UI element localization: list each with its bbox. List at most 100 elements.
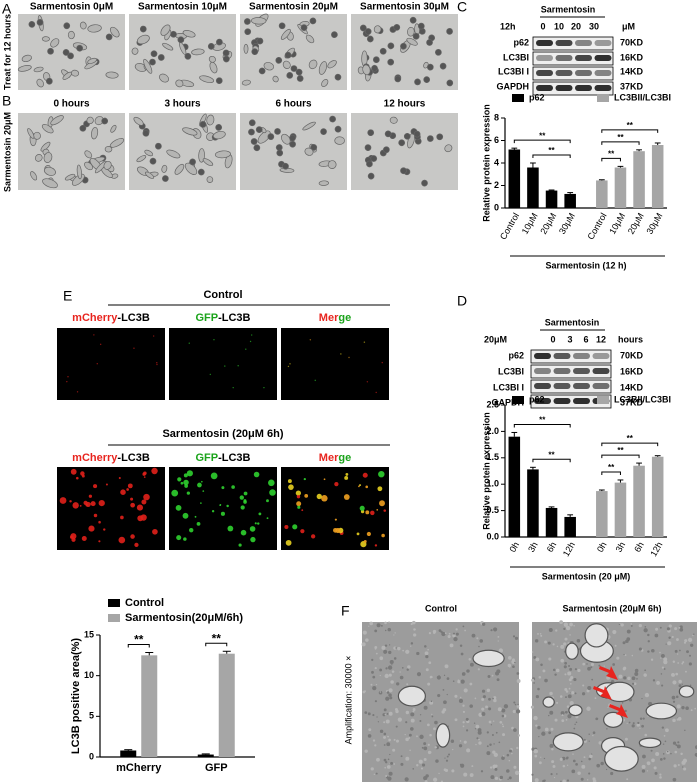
channel-label-part: -LC3B <box>117 452 149 464</box>
texture <box>383 732 387 736</box>
cell <box>70 69 80 77</box>
puncta <box>186 491 190 495</box>
texture <box>674 649 678 653</box>
cell <box>367 172 375 180</box>
texture <box>568 687 571 690</box>
texture <box>566 764 569 766</box>
cell <box>33 131 41 140</box>
cell <box>47 47 54 55</box>
texture <box>428 661 432 665</box>
texture <box>693 633 695 635</box>
texture <box>466 669 470 673</box>
texture <box>383 721 386 724</box>
texture <box>380 624 383 627</box>
texture <box>425 668 429 672</box>
texture <box>659 776 662 779</box>
treatment: Sarmentosin <box>545 317 600 327</box>
blot-band <box>575 55 592 61</box>
lane-label: 20 <box>571 21 581 31</box>
texture <box>638 647 642 651</box>
lane-label: 0 <box>540 21 545 31</box>
texture <box>548 657 552 661</box>
texture <box>407 665 411 669</box>
texture <box>394 632 396 634</box>
cell <box>36 19 44 26</box>
blot-band <box>534 353 551 359</box>
texture <box>659 773 662 776</box>
texture <box>623 676 627 680</box>
texture <box>678 626 681 629</box>
vacuole <box>678 685 695 698</box>
texture <box>512 709 516 714</box>
size-label: 14KD <box>620 66 644 76</box>
cell <box>364 144 372 151</box>
blot-band <box>534 398 551 404</box>
texture <box>425 655 429 659</box>
cell <box>387 58 395 66</box>
puncta <box>189 527 194 533</box>
texture <box>388 644 391 646</box>
cell <box>366 35 374 43</box>
texture <box>684 729 686 732</box>
blot-band <box>575 70 592 76</box>
texture <box>676 638 679 641</box>
texture <box>672 777 677 782</box>
error-bar <box>548 506 555 508</box>
texture <box>582 684 585 687</box>
cell <box>334 136 345 145</box>
texture <box>462 710 466 713</box>
texture <box>573 727 576 730</box>
puncta <box>93 513 98 518</box>
texture <box>533 656 537 659</box>
puncta <box>284 525 289 530</box>
texture <box>395 725 398 728</box>
cell <box>105 71 119 79</box>
texture <box>595 717 599 721</box>
texture <box>660 653 665 658</box>
texture <box>538 761 542 765</box>
texture <box>630 624 633 627</box>
protein-label: GAPDH <box>496 81 529 91</box>
texture <box>395 739 399 743</box>
legend-label: p62 <box>529 394 545 404</box>
texture <box>627 676 631 681</box>
texture <box>463 740 467 744</box>
puncta <box>130 534 135 539</box>
cell <box>42 178 58 189</box>
texture <box>547 641 551 645</box>
texture <box>376 716 378 718</box>
blot-band <box>555 85 573 91</box>
puncta <box>297 505 301 509</box>
texture <box>421 763 426 767</box>
texture <box>514 636 519 640</box>
puncta <box>152 335 155 337</box>
texture <box>631 654 634 657</box>
bar <box>633 465 645 537</box>
texture <box>490 629 493 632</box>
texture <box>632 682 635 685</box>
texture <box>624 654 627 656</box>
texture <box>586 689 590 693</box>
x-tick-label: 10μM <box>607 211 627 236</box>
puncta <box>88 525 95 532</box>
cell <box>109 26 120 38</box>
texture <box>488 720 492 724</box>
cell <box>45 77 53 85</box>
puncta <box>83 500 88 505</box>
cell <box>372 56 380 64</box>
texture <box>368 625 370 627</box>
texture <box>673 764 677 768</box>
texture <box>433 727 436 731</box>
texture <box>639 717 643 720</box>
texture <box>571 691 575 695</box>
texture <box>447 635 451 639</box>
blot-frame <box>530 349 612 364</box>
texture <box>564 661 568 665</box>
blot-band <box>573 383 590 389</box>
error-bar <box>222 650 231 654</box>
texture <box>424 651 429 656</box>
cell <box>280 28 291 40</box>
significance-bracket <box>601 157 621 162</box>
significance-label: ** <box>548 146 555 155</box>
